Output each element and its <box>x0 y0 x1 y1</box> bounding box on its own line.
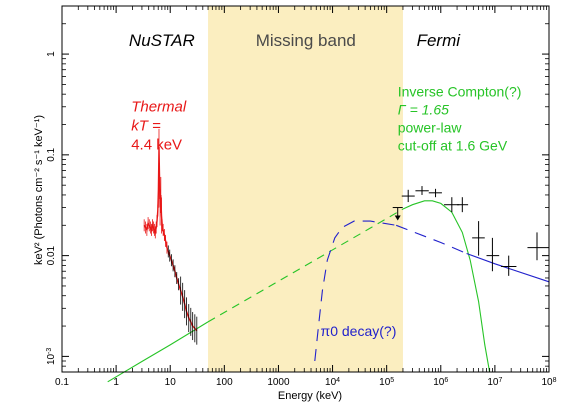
line-inverse-compton-power-law-missing-band <box>207 208 404 323</box>
pion-decay-annotation: π0 decay(?) <box>321 323 397 339</box>
x-tick-label: 1000 <box>267 377 290 388</box>
line-pion-decay <box>314 220 397 362</box>
data-points-layer <box>143 128 549 345</box>
y-axis-label: keV² (Photons cm⁻² s⁻¹ keV⁻¹) <box>33 115 45 265</box>
annotations-layer: NuSTAR Missing band Fermi Thermal kT = 4.4 ke… <box>129 31 521 339</box>
x-tick-label: 100 <box>216 377 233 388</box>
inverse-compton-annotation-line: power-law <box>398 119 463 135</box>
nustar-spectrum-line <box>143 146 198 332</box>
inverse-compton-annotation-line: Γ = 1.65 <box>398 101 449 117</box>
thermal-annotation-line: Thermal <box>131 98 187 115</box>
y-tick-label: 1 <box>46 51 57 57</box>
thermal-annotation-line: 4.4 keV <box>131 136 182 153</box>
line-pion-decay-tail <box>466 252 550 283</box>
y-tick-label: 0.1 <box>46 147 57 161</box>
ticks-layer: 0.1 1 10 100 1000 104 105 106 107 108 10-3 0.01 0.1 1 <box>46 5 557 389</box>
x-tick-label: 0.1 <box>55 377 69 388</box>
region-label-nustar: NuSTAR <box>129 31 195 50</box>
fermi-upper-limit-arrow <box>394 215 401 221</box>
x-tick-label: 1 <box>113 377 119 388</box>
missing-band-shade <box>208 6 403 372</box>
band-layer <box>208 6 403 372</box>
x-tick-label: 108 <box>541 377 556 389</box>
model-lines-layer <box>107 200 550 383</box>
x-tick-label: 104 <box>325 377 340 389</box>
region-label-fermi: Fermi <box>417 31 462 50</box>
x-tick-label: 107 <box>487 377 502 389</box>
plot-frame <box>61 5 550 373</box>
x-tick-label: 106 <box>433 377 448 389</box>
x-axis-label: Energy (keV) <box>278 390 342 402</box>
y-tick-label: 0.01 <box>46 245 57 265</box>
line-inverse-compton-cut-off <box>402 200 491 373</box>
y-tick-label: 10-3 <box>46 348 58 365</box>
thermal-annotation-line: kT = <box>131 117 161 134</box>
x-tick-label: 10 <box>165 377 177 388</box>
line-pion-decay-fermi <box>396 224 467 255</box>
region-label-missing-band: Missing band <box>256 31 356 50</box>
inverse-compton-annotation-line: cut-off at 1.6 GeV <box>398 137 508 153</box>
x-tick-label: 105 <box>379 377 394 389</box>
inverse-compton-annotation-line: Inverse Compton(?) <box>398 83 522 99</box>
